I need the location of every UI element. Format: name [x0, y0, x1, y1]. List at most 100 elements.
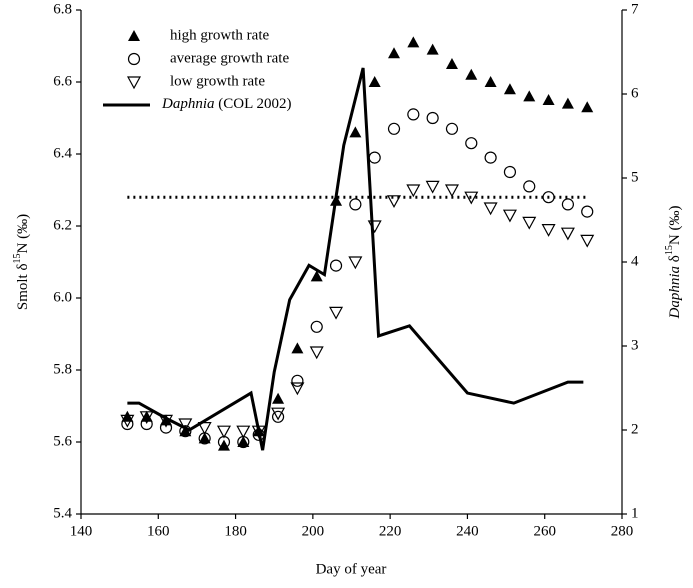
marker	[271, 407, 286, 421]
marker	[310, 270, 323, 282]
marker	[386, 195, 402, 209]
marker	[580, 234, 595, 248]
daphnia-line	[127, 67, 584, 451]
marker	[561, 198, 575, 211]
x-tick-label: 200	[302, 523, 325, 539]
marker	[523, 90, 536, 102]
y-title-part: N (‰)	[15, 214, 31, 254]
marker	[159, 421, 173, 434]
marker	[139, 411, 154, 425]
marker	[445, 122, 459, 135]
marker	[483, 202, 498, 216]
marker	[425, 180, 440, 194]
marker	[309, 346, 324, 360]
y-tick-label: 5.4	[53, 505, 72, 521]
y2-title-part: N (‰)	[667, 206, 683, 246]
marker	[484, 76, 497, 87]
marker	[291, 374, 304, 387]
x-tick-label: 140	[70, 523, 93, 539]
marker	[329, 259, 343, 272]
marker	[368, 151, 381, 164]
marker	[128, 30, 140, 41]
legend-label: Daphnia (COL 2002)	[161, 96, 291, 112]
x-tick-label: 280	[611, 523, 634, 539]
y2-tick-label: 7	[631, 1, 639, 17]
y2-tick-label: 6	[631, 85, 639, 101]
marker	[198, 432, 211, 444]
marker	[484, 151, 497, 164]
y-tick-label: 6.8	[53, 1, 72, 17]
x-tick-label: 260	[533, 523, 556, 539]
x-tick-label: 180	[224, 523, 247, 539]
marker	[407, 108, 420, 121]
legend-label-rest: (COL 2002)	[215, 96, 292, 112]
marker	[465, 137, 478, 150]
marker	[465, 68, 478, 80]
x-tick-label: 240	[456, 523, 479, 539]
marker	[127, 52, 141, 66]
x-tick-label: 220	[379, 523, 402, 539]
y-title-sup: 15	[12, 253, 23, 263]
y-tick-label: 6.0	[53, 289, 72, 305]
marker	[367, 220, 382, 234]
marker	[464, 191, 479, 205]
y2-axis-title: Daphnia δ15N (‰)	[664, 206, 683, 320]
marker	[541, 224, 556, 237]
marker	[368, 76, 381, 87]
marker	[522, 216, 537, 230]
marker	[523, 180, 536, 193]
marker	[178, 418, 193, 432]
y2-tick-label: 4	[631, 253, 639, 269]
y-tick-label: 6.4	[53, 145, 72, 161]
marker	[291, 342, 304, 354]
marker	[236, 425, 251, 439]
marker	[503, 165, 517, 179]
marker	[581, 101, 594, 113]
marker	[561, 97, 574, 109]
x-tick-label: 160	[147, 523, 170, 539]
y2-title-part: δ	[667, 255, 683, 266]
marker	[216, 425, 231, 439]
y-tick-label: 6.6	[53, 73, 72, 89]
marker	[272, 392, 285, 404]
marker	[329, 306, 344, 320]
marker	[179, 425, 192, 438]
y-title-part: Smolt δ	[15, 263, 31, 310]
marker	[126, 76, 142, 90]
marker	[445, 58, 458, 69]
legend-label: low growth rate	[170, 73, 265, 89]
marker	[581, 205, 594, 218]
y2-title-sup: 15	[664, 245, 675, 255]
marker	[502, 209, 517, 223]
y-tick-label: 5.6	[53, 433, 72, 449]
marker	[542, 191, 555, 204]
marker	[348, 256, 363, 270]
marker	[388, 47, 401, 59]
marker	[290, 382, 305, 396]
y-tick-label: 6.2	[53, 217, 72, 233]
y2-title-part: Daphnia	[667, 266, 683, 320]
y2-tick-label: 5	[631, 169, 639, 185]
marker	[407, 36, 420, 48]
marker	[120, 414, 135, 428]
marker	[542, 94, 555, 105]
marker	[310, 320, 323, 333]
marker	[406, 184, 421, 198]
marker	[349, 198, 362, 211]
legend-label-italic: Daphnia	[161, 96, 215, 112]
marker	[121, 417, 134, 431]
marker	[426, 111, 439, 125]
marker	[426, 43, 439, 55]
y2-tick-label: 2	[631, 421, 639, 437]
marker	[503, 83, 516, 95]
y-axis-title: Smolt δ15N (‰)	[12, 214, 31, 310]
y2-tick-label: 1	[631, 505, 639, 521]
marker	[349, 126, 362, 138]
marker	[560, 227, 575, 241]
marker	[217, 439, 230, 451]
y-tick-label: 5.8	[53, 361, 72, 377]
legend-label: average growth rate	[170, 50, 289, 66]
legend-label: high growth rate	[170, 27, 269, 43]
marker	[444, 184, 459, 198]
